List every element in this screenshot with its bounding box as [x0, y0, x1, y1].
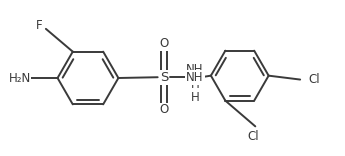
Text: H₂N: H₂N — [9, 71, 31, 85]
Text: S: S — [160, 71, 168, 84]
Text: Cl: Cl — [309, 73, 321, 86]
Text: O: O — [159, 103, 168, 117]
Text: NH: NH — [186, 71, 204, 84]
Text: NH
H: NH H — [186, 63, 204, 91]
Text: H: H — [190, 91, 199, 104]
Text: F: F — [36, 19, 43, 32]
Text: O: O — [159, 37, 168, 50]
Text: Cl: Cl — [248, 130, 259, 143]
